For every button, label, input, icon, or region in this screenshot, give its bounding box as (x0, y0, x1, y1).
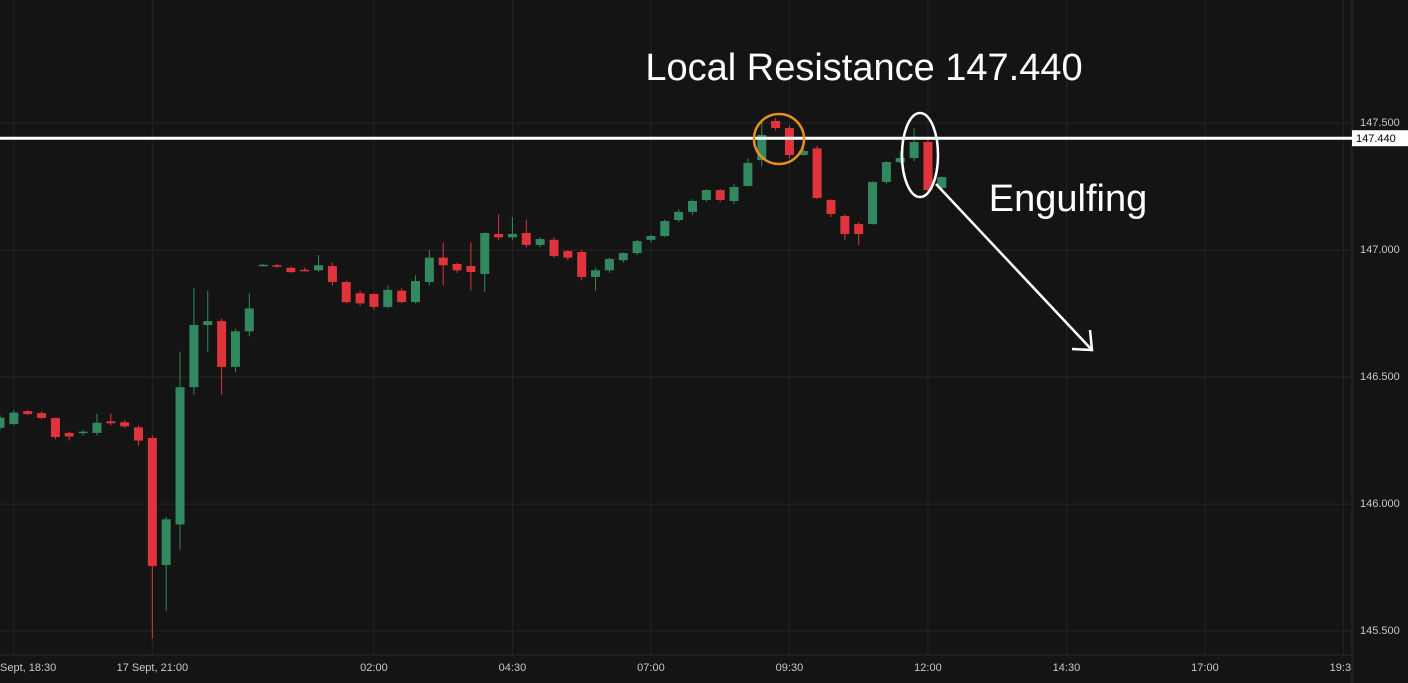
candle-body (314, 265, 324, 271)
candle-body (452, 263, 462, 271)
y-tick-label: 146.500 (1360, 371, 1400, 383)
candle-body (134, 427, 143, 441)
candle-body (854, 224, 864, 235)
y-tick-label: 145.500 (1360, 625, 1400, 637)
candle-body (120, 422, 130, 427)
x-tick-label: 19:30 (1330, 662, 1358, 674)
y-tick-label: 146.000 (1360, 498, 1400, 510)
candle-body (937, 177, 947, 189)
candle-body (577, 252, 587, 277)
candle-body (701, 190, 711, 200)
candle-body (383, 289, 393, 307)
candles (0, 117, 947, 639)
y-tick-label: 147.000 (1360, 244, 1400, 256)
y-axis: 145.500 146.000 146.500 147.000 147.500 (1360, 117, 1400, 637)
candle-body (812, 148, 822, 198)
y-tick-label: 147.500 (1360, 117, 1400, 129)
candle-body (715, 190, 725, 200)
candle-body (78, 431, 88, 434)
candle-body (244, 308, 254, 332)
x-axis: Sept, 18:30 17 Sept, 21:00 02:00 04:30 07:00… (0, 662, 1358, 674)
candle-body (868, 181, 878, 225)
candle-body (300, 269, 310, 272)
candle-body (604, 258, 614, 271)
candle-body (923, 142, 933, 191)
candle-body (64, 432, 74, 437)
x-tick-label: 17 Sept, 21:00 (117, 662, 189, 674)
candle-body (632, 241, 642, 254)
candle-body (369, 293, 379, 307)
level-label: 147.440 (1356, 133, 1396, 145)
grid (0, 0, 1352, 655)
x-tick-label: Sept, 18:30 (0, 662, 56, 674)
candle-body (563, 251, 573, 258)
candle-body (549, 239, 559, 257)
x-tick-label: 17:00 (1191, 662, 1219, 674)
candle-body (217, 321, 227, 367)
candle-body (535, 239, 545, 245)
candle-body (286, 267, 296, 273)
candle-body (660, 221, 670, 237)
candle-body (798, 150, 808, 155)
x-tick-label: 09:30 (776, 662, 804, 674)
x-tick-label: 07:00 (637, 662, 665, 674)
level-label-box (1352, 130, 1408, 147)
x-tick-label: 14:30 (1053, 662, 1081, 674)
candle-body (618, 253, 628, 261)
candle-body (881, 162, 891, 182)
candle-body (826, 199, 836, 214)
candle-body (480, 232, 490, 274)
candle-body (438, 257, 448, 266)
candle-body (189, 324, 199, 388)
candle-body (646, 236, 656, 240)
annotation-title: Local Resistance 147.440 (645, 47, 1082, 89)
resistance-level: 147.440 (0, 130, 1408, 147)
candle-body (341, 282, 351, 303)
candle-body (23, 411, 33, 415)
candle-body (230, 331, 240, 367)
candle-body (106, 421, 116, 424)
candle-body (272, 265, 282, 267)
x-tick-label: 12:00 (914, 662, 942, 674)
candle-body (37, 413, 47, 418)
candle-body (591, 270, 601, 277)
candle-body (397, 290, 407, 303)
candle-body (909, 142, 919, 159)
candle-body (895, 158, 905, 163)
candle-body (729, 186, 739, 201)
candle-body (50, 417, 60, 438)
candle-body (411, 281, 420, 303)
candle-body (258, 264, 268, 267)
candle-body (175, 387, 185, 525)
candle-body (494, 234, 504, 238)
candle-body (840, 215, 850, 235)
candle-body (355, 293, 365, 304)
candle-body (424, 257, 434, 283)
candle-body (203, 321, 213, 325)
x-tick-label: 04:30 (499, 662, 527, 674)
highlight-circle (752, 112, 806, 166)
candle-body (92, 422, 102, 433)
candle-body (521, 232, 531, 245)
candle-body (771, 120, 781, 129)
candle-body (688, 200, 697, 212)
candle-body (674, 211, 684, 221)
candle-body (466, 266, 476, 273)
candle-body (757, 134, 767, 161)
candle-body (507, 234, 517, 238)
arrow (935, 183, 1093, 351)
arrow-head (1071, 329, 1094, 352)
candle-body (9, 412, 19, 425)
x-tick-label: 02:00 (360, 662, 388, 674)
annotation: Engulfing (989, 178, 1147, 220)
candle-body (161, 519, 171, 566)
candle-body (743, 162, 753, 186)
candle-body (327, 266, 337, 283)
candle-body (784, 128, 794, 155)
candle-body (147, 438, 157, 567)
candle-body (0, 417, 5, 428)
highlight-ellipse (900, 111, 940, 199)
